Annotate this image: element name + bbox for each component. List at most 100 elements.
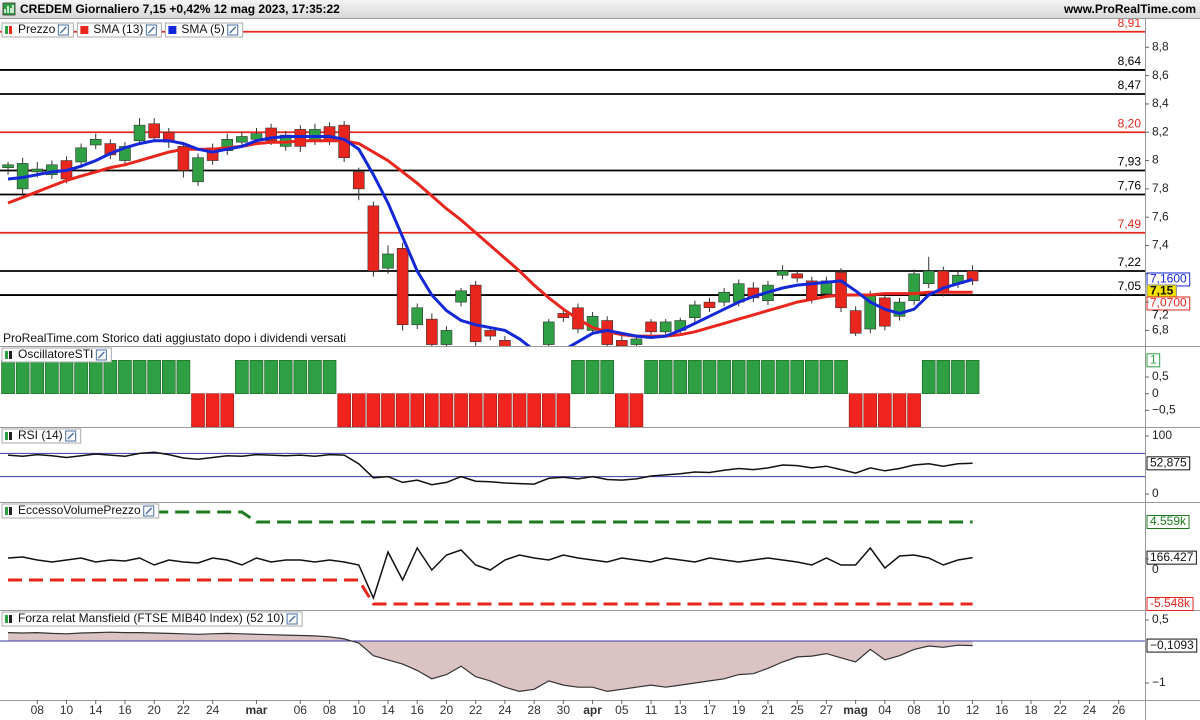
bar <box>191 393 205 427</box>
x-tick-label: 10 <box>352 703 366 717</box>
x-tick-label: 19 <box>732 703 746 717</box>
candle-body <box>879 297 891 327</box>
level-label: 8,64 <box>1118 54 1142 68</box>
bar <box>1 360 15 394</box>
settings-icon <box>288 615 296 623</box>
legend-label: SMA (13) <box>93 22 143 36</box>
x-tick-label: 20 <box>147 703 161 717</box>
panel-legend: EccessoVolumePrezzo <box>1 503 160 519</box>
x-tick-label: 16 <box>411 703 425 717</box>
candle-body <box>849 310 862 334</box>
y-tick-label: 7,4 <box>1152 238 1169 252</box>
candle-body <box>75 147 87 163</box>
candle-body <box>148 123 160 139</box>
bar <box>147 360 161 394</box>
candle-body <box>89 139 102 146</box>
candle-body <box>514 350 525 358</box>
bar <box>439 393 454 427</box>
settings-icon <box>59 26 67 34</box>
bar <box>585 360 600 394</box>
x-tick-label: 26 <box>1112 703 1126 717</box>
bar <box>381 393 395 427</box>
bar <box>468 393 483 427</box>
candle-body <box>426 318 438 345</box>
panel <box>7 510 973 606</box>
candle-body <box>776 270 789 276</box>
bar <box>746 360 761 394</box>
y-tick-label: 0 <box>1152 486 1159 500</box>
settings-icon <box>67 432 75 440</box>
legend-icon <box>80 26 89 34</box>
level-label: 7,93 <box>1118 155 1142 169</box>
indicator-line <box>8 578 973 606</box>
value-badge <box>1146 456 1191 471</box>
bar <box>308 360 322 394</box>
indicator-line <box>7 451 973 486</box>
panel <box>1 360 980 427</box>
bar <box>556 393 571 427</box>
header-bar <box>0 0 1200 18</box>
settings-icon <box>145 507 153 515</box>
y-tick-label: 0 <box>1152 386 1159 400</box>
legend-box <box>1 611 303 627</box>
bar <box>483 393 498 427</box>
legend-label: RSI (14) <box>18 428 63 442</box>
legend-icon <box>9 351 12 359</box>
candle-body <box>484 330 497 337</box>
bar <box>161 360 176 394</box>
bar <box>118 360 132 394</box>
bar <box>454 393 468 427</box>
bar <box>74 360 88 394</box>
x-tick-label: 25 <box>791 703 805 717</box>
panel <box>0 451 1145 486</box>
bar <box>951 360 965 394</box>
value-badge <box>1146 296 1191 311</box>
bar <box>615 393 629 427</box>
value-badge <box>1146 638 1198 653</box>
value-badge-label: 1 <box>1150 353 1157 367</box>
legend-icon <box>9 432 12 440</box>
bar <box>775 360 790 394</box>
value-badge-label: −0,1093 <box>1150 638 1194 652</box>
bar <box>892 393 907 427</box>
bar <box>702 360 717 394</box>
legend-box <box>1 428 82 444</box>
legend-icon <box>5 507 8 515</box>
panel-legend: RSI (14) <box>1 428 82 444</box>
bar <box>176 360 191 394</box>
legend-box <box>1 503 160 519</box>
y-tick-label: 100 <box>1152 428 1172 442</box>
candle-body <box>616 340 628 346</box>
settings-icon <box>229 26 237 34</box>
legend-icon <box>5 615 8 623</box>
bar <box>790 360 804 394</box>
y-tick-label: 6,8 <box>1152 323 1169 337</box>
settings-icon <box>97 351 105 359</box>
x-tick-label: 14 <box>381 703 395 717</box>
settings-icon <box>147 26 155 34</box>
legend-box <box>76 22 162 38</box>
value-badge-label: -5.548k <box>1150 596 1191 610</box>
x-tick-label: 28 <box>527 703 541 717</box>
bar <box>936 360 951 394</box>
bar <box>88 360 103 394</box>
legend-icon <box>9 507 12 515</box>
legend-box <box>1 347 112 363</box>
value-badge <box>1146 550 1197 565</box>
candle-body <box>46 164 58 176</box>
y-tick-label: 8 <box>1152 153 1159 167</box>
x-tick-label: 08 <box>323 703 337 717</box>
bar <box>731 360 746 394</box>
candle-body <box>236 136 248 143</box>
bar <box>351 393 366 427</box>
bar <box>249 360 264 394</box>
bar <box>658 360 673 394</box>
y-tick-label: 7,2 <box>1152 308 1169 322</box>
y-tick-label: 0,5 <box>1152 369 1169 383</box>
candle-body <box>2 164 14 168</box>
level-label: 7,22 <box>1118 255 1142 269</box>
logo-icon <box>4 5 14 13</box>
y-tick-label: 7,6 <box>1152 209 1169 223</box>
bar <box>834 360 848 394</box>
